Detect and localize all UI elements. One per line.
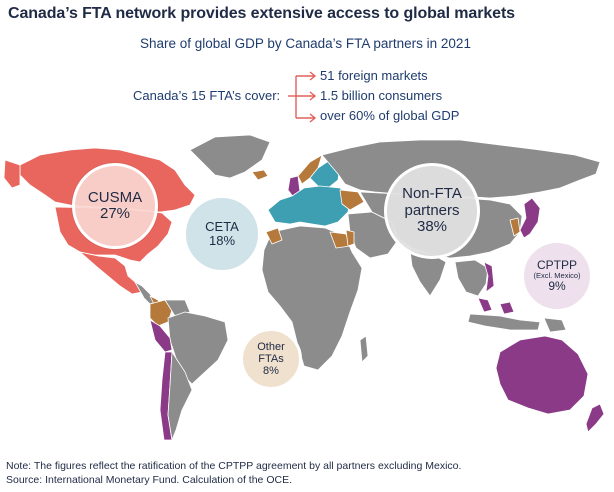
greenland-shape [189,134,271,179]
source-note: Source: International Monetary Fund. Cal… [6,474,292,486]
cptpp-qualifier: (Excl. Mexico) [533,270,581,280]
ceta-bubble: CETA 18% [183,195,261,273]
brunei-shape [499,301,515,315]
footnote: Note: The figures reflect the ratificati… [6,460,462,472]
brazil-shape [167,311,229,385]
cptpp-share: 9% [548,279,566,294]
other-label-line1: Other [257,340,285,353]
coverage-item-markets: 51 foreign markets [320,68,428,83]
madagascar-shape [359,335,369,363]
peru-shape [149,319,173,353]
egypt-shape [329,231,351,249]
other-label-line2: FTAs [258,352,284,365]
other-ftas-bubble: Other FTAs 8% [240,328,302,390]
cptpp-bubble: CPTPP (Excl. Mexico) 9% [521,240,593,312]
other-share: 8% [263,365,279,378]
cptpp-label: CPTPP [536,257,577,272]
nonfta-label-line1: Non-FTA [402,185,462,203]
vietnam-shape [483,261,495,293]
korea-shape [509,217,521,237]
coverage-bracket-arrows [288,71,317,123]
morocco-shape [265,227,283,245]
indonesia-shape [467,313,541,331]
australia-shape [495,335,589,415]
eu-shape [267,185,351,227]
new-zealand-shape [585,403,605,433]
alaska-shape [3,159,21,189]
coverage-item-consumers: 1.5 billion consumers [320,88,443,103]
chart-subtitle: Share of global GDP by Canada’s FTA part… [140,36,471,51]
coverage-item-gdp: over 60% of global GDP [320,108,460,123]
venezuela-shape [164,299,191,317]
png-shape [543,317,567,333]
ceta-share: 18% [208,233,236,248]
cusma-bubble: CUSMA 27% [72,163,158,249]
ukraine-shape [339,189,365,211]
chart-title: Canada’s FTA network provides extensive … [8,5,515,22]
japan-shape [519,197,541,239]
malaysia-shape [477,297,493,313]
coverage-label: Canada’s 15 FTA’s cover: [133,88,281,103]
argentina-shape [167,351,193,441]
se-asia-shape [454,259,489,297]
nonfta-bubble: Non-FTA partners 38% [384,163,480,259]
israel-jordan-shape [345,229,355,247]
cusma-label: CUSMA [87,188,143,206]
cusma-share: 27% [99,205,131,222]
ceta-label: CETA [205,218,239,234]
iceland-shape [251,169,269,181]
nonfta-share: 38% [416,218,448,236]
nonfta-label-line2: partners [404,201,460,219]
